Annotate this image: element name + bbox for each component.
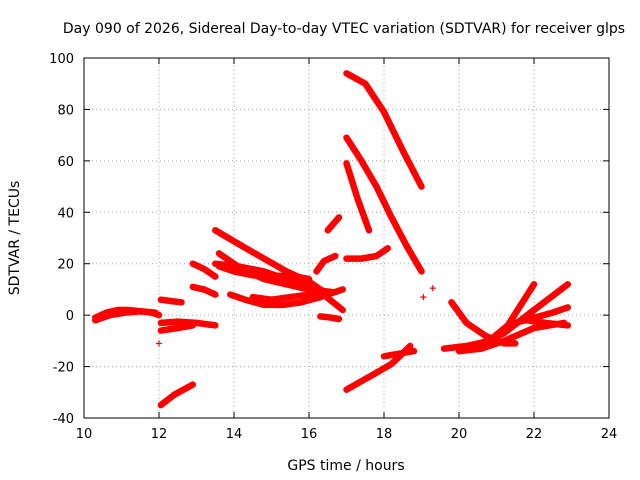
data-series-arc-c <box>157 296 185 306</box>
x-tick-label: 12 <box>151 427 168 442</box>
data-point <box>429 285 436 292</box>
y-tick-label: 20 <box>57 258 74 273</box>
y-tick-label: -40 <box>53 412 74 427</box>
x-tick-label: 14 <box>226 427 243 442</box>
y-tick-label: -20 <box>53 361 74 376</box>
data-series-arc-p <box>317 313 343 323</box>
grid-layer <box>84 58 609 418</box>
data-series-arc-u <box>343 245 392 262</box>
data-series-arc-s <box>343 134 425 275</box>
series-layer <box>92 70 572 409</box>
data-series-arc-h <box>189 283 219 298</box>
y-tick-label: 0 <box>66 309 74 324</box>
data-series-arc-z <box>455 319 568 355</box>
x-tick-label: 18 <box>376 427 393 442</box>
chart-title: Day 090 of 2026, Sidereal Day-to-day VTE… <box>63 21 625 37</box>
data-series-arc-y <box>448 299 519 347</box>
data-series-arc-f <box>157 381 197 409</box>
y-tick-label: 60 <box>57 155 74 170</box>
plot-frame <box>83 57 610 419</box>
data-series-arc-w <box>380 347 418 360</box>
x-tick-label: 16 <box>301 427 318 442</box>
data-series-arc-o <box>313 252 339 275</box>
y-tick-label: 100 <box>49 52 74 67</box>
y-tick-label: 80 <box>57 103 74 118</box>
y-axis-label: SDTVAR / TECUs <box>7 181 23 296</box>
data-point <box>156 340 162 347</box>
data-series-arc-r <box>343 70 425 190</box>
data-series-arc-d <box>157 318 219 329</box>
y-tick-label: 40 <box>57 206 74 221</box>
data-series-arc-l <box>215 250 335 296</box>
data-series-arc-e <box>157 322 197 334</box>
data-series-arc-t <box>343 160 373 234</box>
data-series-arc-ac <box>523 317 572 329</box>
data-series-arc-i <box>212 227 332 298</box>
data-point <box>420 294 427 301</box>
x-tick-label: 20 <box>451 427 468 442</box>
x-tick-label: 24 <box>601 427 618 442</box>
data-series-arc-q <box>324 214 343 234</box>
data-series-arc-g <box>189 260 219 280</box>
x-axis-label: GPS time / hours <box>287 458 404 474</box>
x-tick-label: 22 <box>526 427 543 442</box>
data-series-arc-b <box>92 308 159 324</box>
x-tick-label: 10 <box>76 427 93 442</box>
tick-layer: 10 12 14 16 18 20 22 24 -40 -20 0 20 40 60 80 100 <box>49 52 617 442</box>
data-series-arc-n <box>249 291 324 303</box>
